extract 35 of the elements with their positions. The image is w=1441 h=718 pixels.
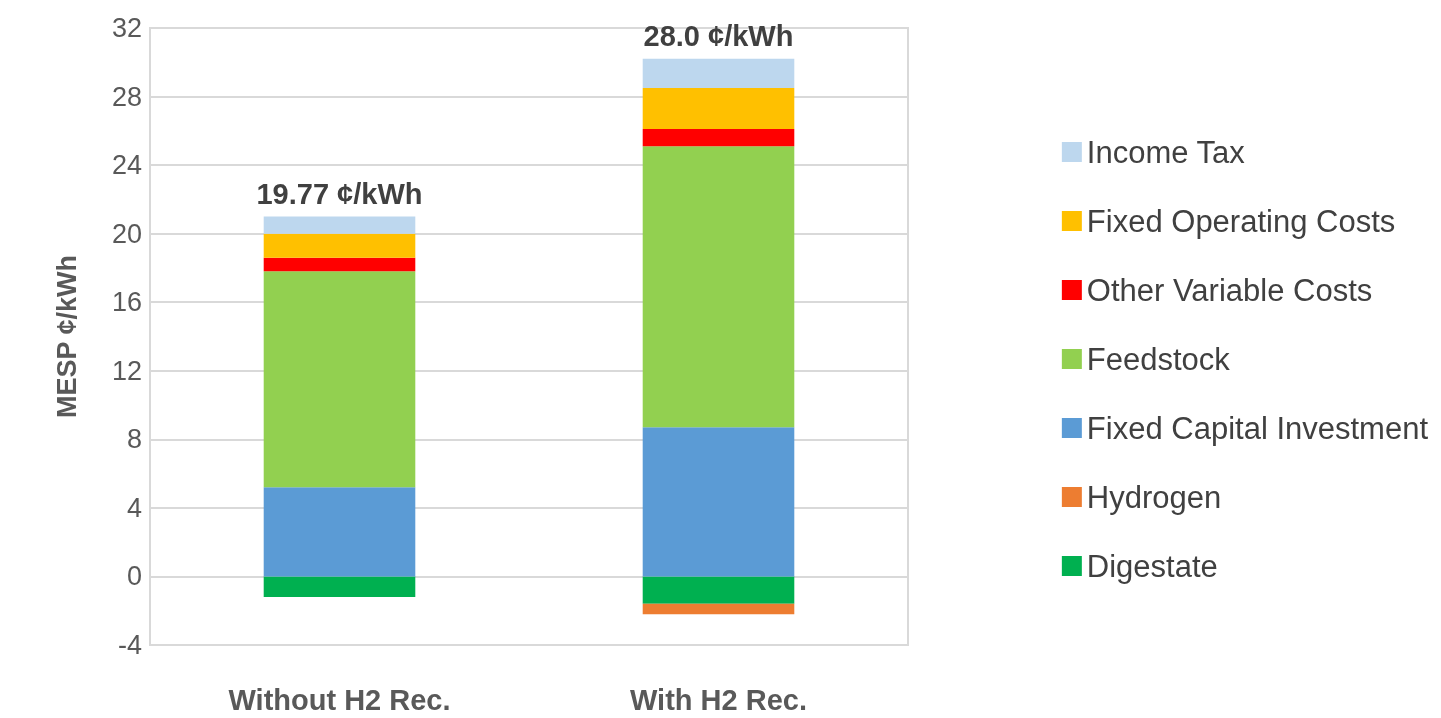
y-tick-label: 0: [126, 561, 142, 592]
bar: [642, 146, 795, 428]
legend-label: Feedstock: [1086, 341, 1231, 377]
bar: [263, 257, 416, 272]
x-tick-label: With H2 Rec.: [630, 683, 807, 716]
legend-label: Income Tax: [1086, 134, 1246, 170]
y-tick-label: 28: [111, 81, 142, 112]
y-tick-label: 4: [126, 492, 142, 523]
bar: [642, 58, 795, 88]
x-tick-label: Without H2 Rec.: [228, 683, 451, 716]
bar: [263, 216, 416, 234]
bar: [642, 87, 795, 130]
legend-label: Fixed Operating Costs: [1086, 203, 1396, 239]
legend-label: Hydrogen: [1086, 479, 1222, 515]
y-tick-label: 32: [111, 13, 142, 43]
y-tick-label: 16: [111, 287, 142, 318]
y-tick-label: 24: [111, 150, 142, 181]
legend-label: Digestate: [1086, 548, 1218, 584]
total-label: 19.77 ¢/kWh: [256, 178, 423, 211]
bar: [642, 603, 795, 615]
y-tick-label: 8: [126, 424, 142, 455]
bar: [642, 576, 795, 604]
bar: [263, 487, 416, 577]
legend-label: Fixed Capital Investment: [1086, 410, 1429, 446]
bar: [263, 576, 416, 598]
y-tick-label: 12: [111, 355, 142, 386]
total-label: 28.0 ¢/kWh: [643, 20, 794, 53]
bar: [263, 233, 416, 258]
bar: [263, 271, 416, 488]
y-tick-label: -4: [117, 630, 142, 660]
legend-label: Other Variable Costs: [1086, 272, 1373, 308]
bar: [642, 427, 795, 577]
y-tick-label: 20: [111, 218, 142, 249]
y-axis-title: MESP ¢/kWh: [51, 254, 82, 419]
bar: [642, 129, 795, 147]
